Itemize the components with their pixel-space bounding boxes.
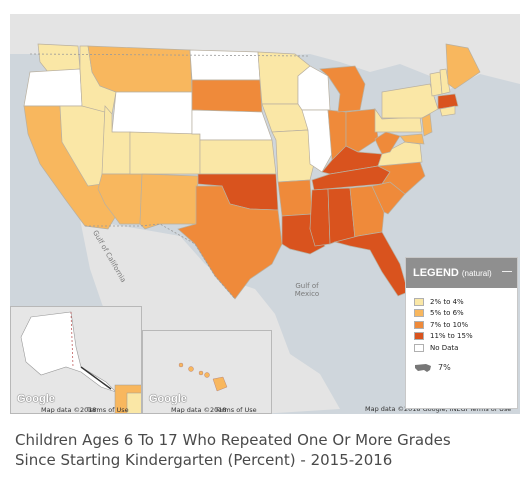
state-hi[interactable] <box>178 362 228 392</box>
legend-swatch <box>414 297 424 306</box>
legend-item: 2% to 4% <box>414 296 517 308</box>
attribution-ak: Map data ©2018 <box>41 406 97 414</box>
google-logo-ak: Google <box>17 393 55 405</box>
state-fl[interactable] <box>333 231 409 297</box>
legend-subtitle: (natural) <box>461 268 492 278</box>
state-ma[interactable] <box>437 93 459 110</box>
state-ms[interactable] <box>309 188 331 247</box>
caption-line-1: Children Ages 6 To 17 Who Repeated One O… <box>15 431 451 449</box>
gulf-of-mexico-label: Gulf of Mexico <box>294 282 320 298</box>
minus-icon[interactable]: — <box>502 266 512 277</box>
legend-item: 5% to 6% <box>414 308 517 320</box>
state-nj[interactable] <box>421 113 433 137</box>
state-co[interactable] <box>129 131 201 175</box>
hawaii-inset[interactable]: Google Map data ©2018 Terms of Use <box>142 330 272 414</box>
legend-swatch <box>414 320 424 329</box>
baja-land <box>80 219 128 344</box>
state-ak[interactable] <box>20 311 117 393</box>
canada-land <box>10 14 520 89</box>
state-mt[interactable] <box>87 45 193 93</box>
border-mexico <box>85 223 236 300</box>
state-ny[interactable] <box>381 83 439 119</box>
caption-line-2: Since Starting Kindergarten (Percent) - … <box>15 451 393 469</box>
legend-swatch <box>414 309 424 318</box>
legend-swatch <box>414 343 424 352</box>
attribution-hi: Map data ©2018 <box>171 406 227 414</box>
legend-item: No Data <box>414 342 517 354</box>
us-states-map[interactable] <box>10 14 520 414</box>
state-me[interactable] <box>445 43 481 90</box>
state-pa[interactable] <box>374 107 423 133</box>
legend-swatch <box>414 332 424 341</box>
map-legend: LEGEND (natural) — 2% to 4% 5% to 6% 7% … <box>405 257 518 409</box>
attribution-main: Map data ©2018 Google, INEGI Terms of Us… <box>365 405 512 413</box>
state-sd[interactable] <box>191 79 263 113</box>
state-nh[interactable] <box>439 68 451 95</box>
state-ne[interactable] <box>191 109 273 141</box>
state-ar[interactable] <box>277 179 313 217</box>
border-canada <box>29 53 311 57</box>
state-nd[interactable] <box>189 49 261 81</box>
us-average-value: 7% <box>438 363 451 372</box>
state-nm[interactable] <box>139 173 199 230</box>
google-logo-hi: Google <box>149 393 187 405</box>
legend-item: 11% to 15% <box>414 331 517 343</box>
legend-title: LEGEND <box>413 267 459 279</box>
map-caption: Children Ages 6 To 17 Who Repeated One O… <box>15 430 520 470</box>
legend-header[interactable]: LEGEND (natural) — <box>406 258 517 288</box>
state-va[interactable] <box>377 141 423 167</box>
alaska-inset[interactable]: Google Map data ©2018 Terms of Use <box>10 306 142 414</box>
state-md[interactable] <box>399 133 425 145</box>
terms-ak[interactable]: Terms of Use <box>87 406 129 414</box>
state-mi[interactable] <box>319 65 366 113</box>
state-ct[interactable] <box>439 105 456 117</box>
legend-item: 7% to 10% <box>414 319 517 331</box>
us-map-icon <box>415 363 431 372</box>
legend-us-average: 7% <box>414 363 517 373</box>
terms-hi[interactable]: Terms of Use <box>215 406 257 414</box>
state-wy[interactable] <box>111 91 193 137</box>
state-or[interactable] <box>23 68 83 107</box>
state-wa[interactable] <box>37 43 81 73</box>
state-nc[interactable] <box>371 161 426 195</box>
choropleth-map[interactable]: Gulf of Mexico Gulf of California Google… <box>10 14 520 414</box>
state-mo[interactable] <box>271 129 315 183</box>
state-oh[interactable] <box>345 108 379 153</box>
state-ks[interactable] <box>199 139 277 175</box>
state-tx[interactable] <box>177 185 283 300</box>
